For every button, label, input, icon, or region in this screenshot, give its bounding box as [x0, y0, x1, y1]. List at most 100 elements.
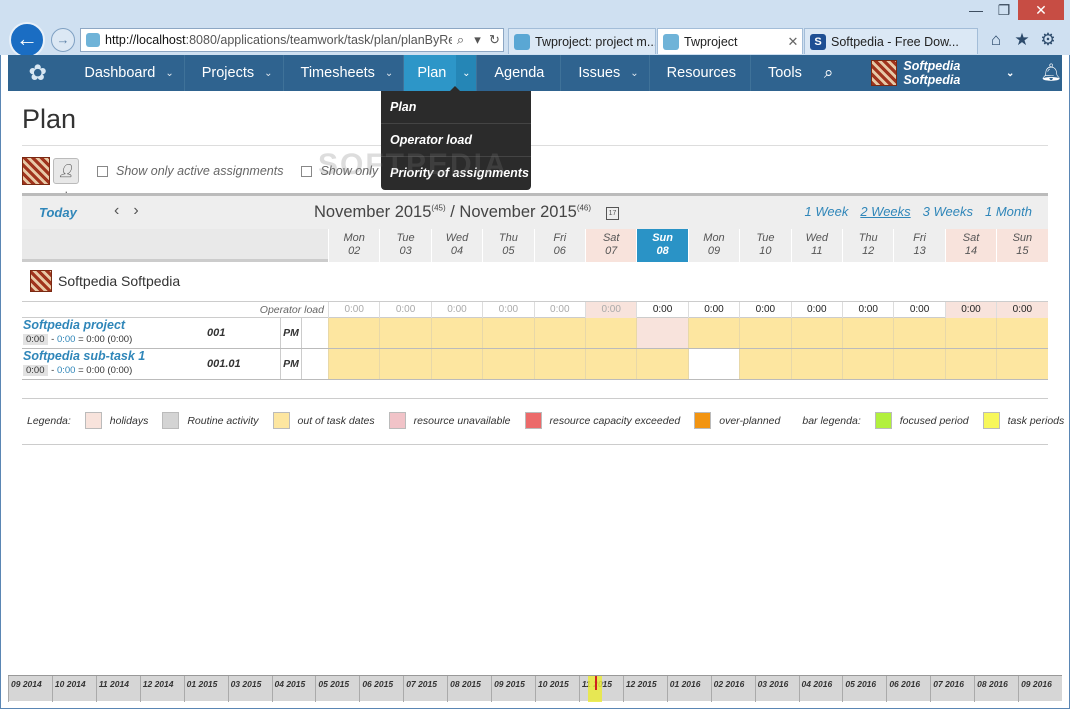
chevron-down-icon[interactable]: ⌄: [1006, 67, 1015, 79]
timeline-month[interactable]: 04 2016: [798, 676, 843, 702]
search-icon[interactable]: ⌕: [823, 63, 834, 82]
chevron-down-icon[interactable]: ⌄: [384, 67, 394, 79]
timeline-month[interactable]: 12 2015: [622, 676, 667, 702]
timeline-month[interactable]: 05 2016: [842, 676, 886, 702]
nav-tools[interactable]: Tools: [751, 55, 812, 91]
nav-projects[interactable]: Projects ⌄: [185, 55, 284, 91]
twproject-logo-icon[interactable]: ✿: [28, 60, 47, 85]
today-link[interactable]: Today: [39, 205, 77, 220]
avatar[interactable]: [22, 157, 50, 185]
dropdown-icon[interactable]: ▾: [474, 32, 481, 47]
range-1-month[interactable]: 1 Month: [985, 204, 1032, 219]
notification-bell-icon[interactable]: 🔔︎: [1040, 63, 1062, 82]
show-only-checkbox[interactable]: [301, 165, 313, 177]
url-text[interactable]: http://localhost:8080/applications/teamw…: [105, 33, 452, 47]
menu-item-operator-load[interactable]: Operator load: [381, 124, 531, 157]
timeline-month[interactable]: 01 2015: [183, 676, 228, 702]
task-name[interactable]: Softpedia sub-task 1: [23, 349, 146, 363]
plan-cell[interactable]: [482, 349, 534, 379]
nav-resources[interactable]: Resources: [650, 55, 751, 91]
timeline-bar[interactable]: 09 2016 08 2016 07 2016 06 2016 05 2016 04 20…: [8, 675, 1062, 702]
browser-tab-project[interactable]: Twproject: project m...: [508, 28, 656, 54]
search-icon[interactable]: ⌕: [456, 32, 465, 47]
nav-dashboard[interactable]: Dashboard ⌄: [67, 55, 185, 91]
plan-cell[interactable]: [379, 318, 431, 348]
timeline-month[interactable]: 06 2016: [886, 676, 930, 702]
plan-cell[interactable]: [585, 318, 637, 348]
chevron-down-icon[interactable]: ⌄: [456, 55, 477, 91]
resource-name[interactable]: Softpedia Softpedia: [58, 273, 181, 289]
range-2-weeks[interactable]: 2 Weeks: [860, 204, 911, 219]
add-user-button[interactable]: 👤︎+: [53, 158, 79, 202]
favorites-star-icon[interactable]: ★: [1014, 30, 1030, 49]
nav-agenda[interactable]: Agenda: [477, 55, 562, 91]
timeline-month[interactable]: 08 2016: [974, 676, 1018, 702]
nav-issues[interactable]: Issues ⌄: [561, 55, 650, 91]
timeline-month[interactable]: 09 2015: [491, 676, 535, 702]
plan-cell[interactable]: [893, 349, 945, 379]
chevron-right-icon[interactable]: ›: [133, 202, 153, 219]
timeline-month[interactable]: 02 2016: [710, 676, 755, 702]
timeline-month[interactable]: 10 2014: [51, 676, 96, 702]
plan-cell[interactable]: [585, 349, 637, 379]
plan-cell[interactable]: [533, 349, 585, 379]
plan-cell[interactable]: [533, 318, 585, 348]
home-icon[interactable]: ⌂: [990, 30, 1002, 49]
plan-cell[interactable]: [842, 349, 894, 379]
menu-item-plan[interactable]: Plan: [381, 91, 531, 124]
plan-cell[interactable]: [636, 318, 688, 348]
task-name[interactable]: Softpedia project: [23, 318, 126, 332]
browser-tab-twproject[interactable]: Twproject ✕: [657, 28, 803, 54]
plan-cell[interactable]: [790, 349, 842, 379]
plan-cell[interactable]: [430, 318, 483, 348]
timeline-month[interactable]: 04 2015: [271, 676, 316, 702]
back-button[interactable]: ←: [9, 22, 45, 58]
plan-cell[interactable]: [842, 318, 894, 348]
plan-cell[interactable]: [328, 349, 380, 379]
plan-cell[interactable]: [430, 349, 483, 379]
timeline-month[interactable]: 08 2015: [447, 676, 491, 702]
plan-cell[interactable]: [636, 349, 688, 379]
plan-cell[interactable]: [687, 349, 740, 379]
range-1-week[interactable]: 1 Week: [804, 204, 849, 219]
timeline-month[interactable]: 12 2014: [139, 676, 184, 702]
plan-cell[interactable]: [739, 318, 791, 348]
plan-cell[interactable]: [944, 318, 997, 348]
calendar-icon[interactable]: 17: [606, 207, 619, 220]
user-menu[interactable]: Softpedia Softpedia ⌄: [871, 59, 1014, 87]
settings-gear-icon[interactable]: ⚙: [1040, 30, 1056, 49]
timeline-month[interactable]: 03 2016: [754, 676, 799, 702]
plan-cell[interactable]: [739, 349, 791, 379]
menu-item-priority-of-assignments[interactable]: Priority of assignments: [390, 166, 529, 180]
timeline-month[interactable]: 07 2016: [930, 676, 974, 702]
timeline-month[interactable]: 09 2016: [1018, 676, 1062, 702]
timeline-month[interactable]: 01 2016: [666, 676, 711, 702]
timeline-month[interactable]: 03 2015: [227, 676, 272, 702]
plan-cell[interactable]: [944, 349, 997, 379]
range-3-weeks[interactable]: 3 Weeks: [922, 204, 974, 219]
close-window-button[interactable]: ✕: [1018, 0, 1064, 20]
timeline-month[interactable]: 09 2014: [8, 676, 52, 702]
plan-cell[interactable]: [687, 318, 740, 348]
tab-close-icon[interactable]: ✕: [787, 33, 799, 49]
nav-timesheets[interactable]: Timesheets ⌄: [284, 55, 405, 91]
timeline-month[interactable]: 06 2015: [359, 676, 403, 702]
planned-hours[interactable]: 0:00: [23, 365, 48, 376]
plan-cell[interactable]: [379, 349, 431, 379]
chevron-left-icon[interactable]: ‹: [114, 202, 134, 219]
forward-button[interactable]: →: [51, 28, 75, 52]
minimize-button[interactable]: —: [969, 2, 983, 18]
plan-cell[interactable]: [996, 318, 1048, 348]
plan-cell[interactable]: [328, 318, 380, 348]
plan-cell[interactable]: [482, 318, 534, 348]
timeline-month[interactable]: 11 2014: [95, 676, 140, 702]
chevron-down-icon[interactable]: ⌄: [264, 67, 273, 79]
chevron-down-icon[interactable]: ⌄: [165, 67, 174, 79]
plan-cell[interactable]: [790, 318, 842, 348]
active-assignments-checkbox[interactable]: [97, 165, 108, 177]
refresh-icon[interactable]: ↻: [489, 32, 500, 47]
maximize-button[interactable]: ❐: [997, 2, 1011, 18]
nav-plan[interactable]: Plan ⌄: [404, 55, 478, 91]
plan-cell[interactable]: [893, 318, 945, 348]
plan-cell[interactable]: [996, 349, 1048, 379]
